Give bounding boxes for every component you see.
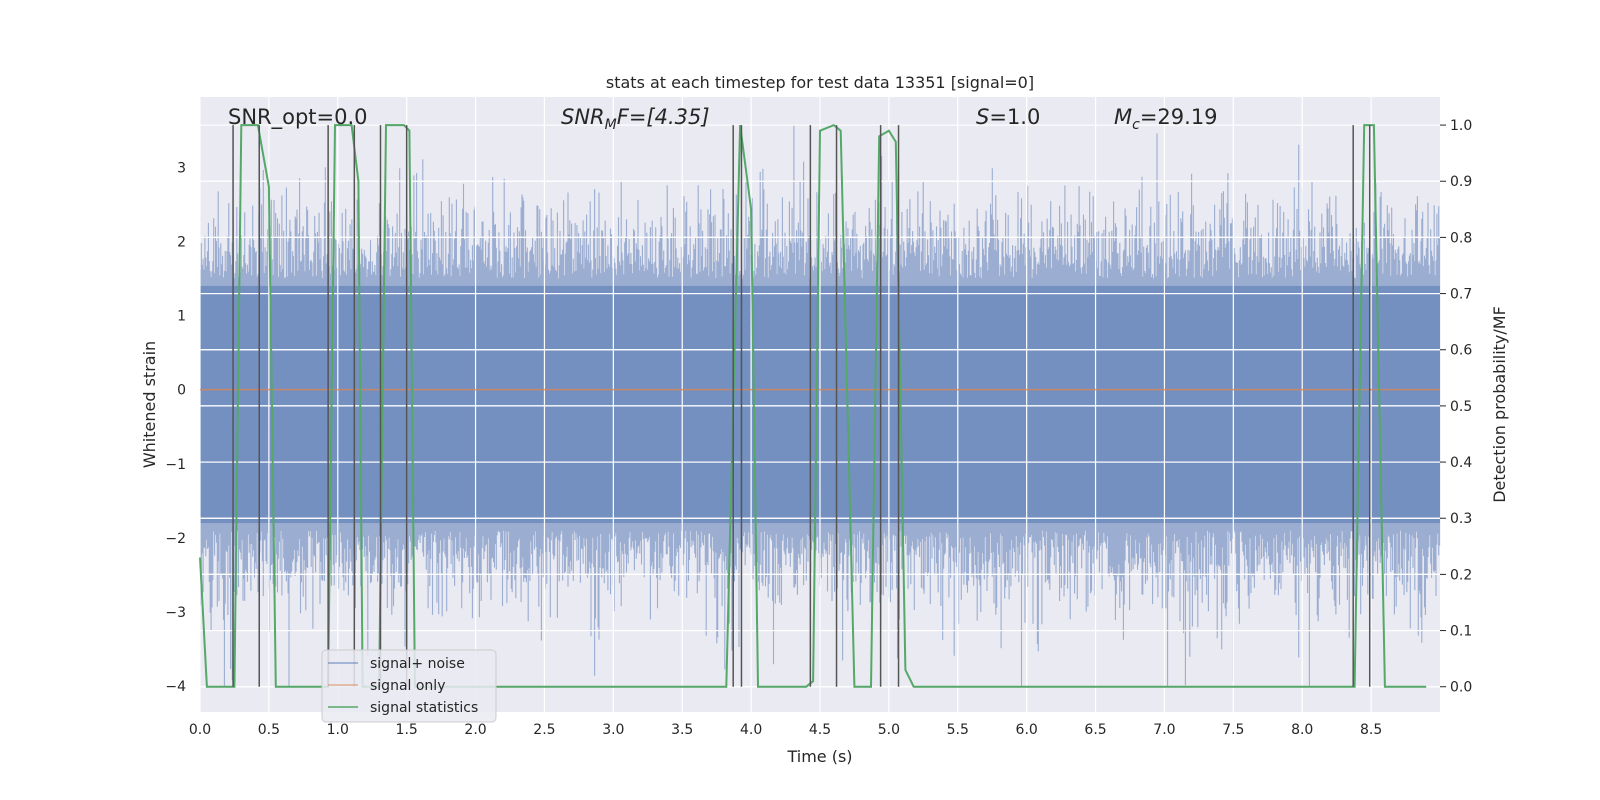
y-right-tick-label: 0.3 <box>1450 511 1472 527</box>
chart-title: stats at each timestep for test data 133… <box>606 73 1034 92</box>
x-tick-label: 0.5 <box>258 722 280 738</box>
y-right-tick-label: 0.1 <box>1450 624 1472 640</box>
y-left-tick-label: −4 <box>165 679 186 695</box>
y-right-tick-label: 0.6 <box>1450 343 1472 359</box>
x-tick-label: 5.0 <box>878 722 900 738</box>
legend-label: signal statistics <box>370 700 478 716</box>
y-axis-label-right: Detection probability/MF <box>1490 306 1509 503</box>
y-left-tick-label: −1 <box>165 457 186 473</box>
x-tick-label: 7.5 <box>1222 722 1244 738</box>
x-axis-ticks: 0.0 0.5 1.0 1.5 2.0 2.5 3.0 3.5 4.0 4.5 5.0 5.5 6.0 6… <box>189 722 1382 738</box>
x-tick-label: 5.5 <box>947 722 969 738</box>
annotation-snr-mf-rest: F=[4.35] <box>617 105 710 129</box>
y-right-tick-label: 0.7 <box>1450 287 1472 303</box>
legend: signal+ noise signal only signal statistic… <box>321 649 497 723</box>
y-right-tick-label: 0.8 <box>1450 230 1472 246</box>
y-left-tick-label: −3 <box>165 605 186 621</box>
y-right-tick-label: 0.5 <box>1450 399 1472 415</box>
legend-box <box>321 649 497 723</box>
x-tick-label: 3.0 <box>602 722 624 738</box>
y-right-tick-label: 0.2 <box>1450 567 1472 583</box>
x-tick-label: 4.0 <box>740 722 762 738</box>
x-tick-label: 8.5 <box>1360 722 1382 738</box>
y-right-tick-label: 1.0 <box>1450 118 1472 134</box>
signal-statistics-line <box>199 123 1427 688</box>
annotation-snr-mf-sub: M <box>605 117 617 133</box>
y-left-tick-label: 0 <box>177 383 186 399</box>
annotation-s: S=1.0 <box>976 105 1040 129</box>
y-left-tick-label: −2 <box>165 531 186 547</box>
y-right-tick-label: 0.0 <box>1450 680 1472 696</box>
annotation-mc-rest: =29.19 <box>1140 105 1218 129</box>
x-axis-label: Time (s) <box>786 747 852 766</box>
detection-markers <box>232 125 1371 687</box>
y-axis-label-left: Whitened strain <box>140 341 159 468</box>
annotation-s-main: S <box>976 105 989 129</box>
annotation-mc-sub: c <box>1132 117 1140 133</box>
y-left-axis-ticks: 3 2 1 0 −1 −2 −3 −4 <box>165 160 186 695</box>
annotation-snr-opt: SNR_opt=0.0 <box>228 105 368 130</box>
x-tick-label: 6.0 <box>1016 722 1038 738</box>
legend-label: signal only <box>370 678 445 694</box>
y-left-tick-label: 2 <box>177 234 186 250</box>
x-tick-label: 3.5 <box>671 722 693 738</box>
y-left-tick-label: 3 <box>177 160 186 176</box>
annotation-mc-main: M <box>1114 105 1132 129</box>
y-left-tick-label: 1 <box>177 309 186 325</box>
x-tick-label: 7.0 <box>1153 722 1175 738</box>
y-right-tick-label: 0.4 <box>1450 455 1472 471</box>
x-tick-label: 0.0 <box>189 722 211 738</box>
x-tick-label: 2.0 <box>464 722 486 738</box>
x-tick-label: 1.0 <box>327 722 349 738</box>
annotation-mc: Mc=29.19 <box>1114 105 1218 133</box>
y-right-axis-ticks: 1.0 0.9 0.8 0.7 0.6 0.5 0.4 0.3 0.2 0.1 0.0 <box>1440 118 1472 696</box>
series-signal-statistics <box>199 123 1427 688</box>
legend-label: signal+ noise <box>370 656 465 672</box>
x-tick-label: 4.5 <box>809 722 831 738</box>
y-right-tick-label: 0.9 <box>1450 174 1472 190</box>
grid-lines <box>199 97 1440 712</box>
annotation-snr-mf-main: SNR <box>561 105 605 129</box>
annotation-s-rest: =1.0 <box>989 105 1040 129</box>
x-tick-label: 6.5 <box>1084 722 1106 738</box>
annotation-snr-mf: SNRMF=[4.35] <box>561 105 710 133</box>
x-tick-label: 2.5 <box>533 722 555 738</box>
x-tick-label: 1.5 <box>396 722 418 738</box>
x-tick-label: 8.0 <box>1291 722 1313 738</box>
